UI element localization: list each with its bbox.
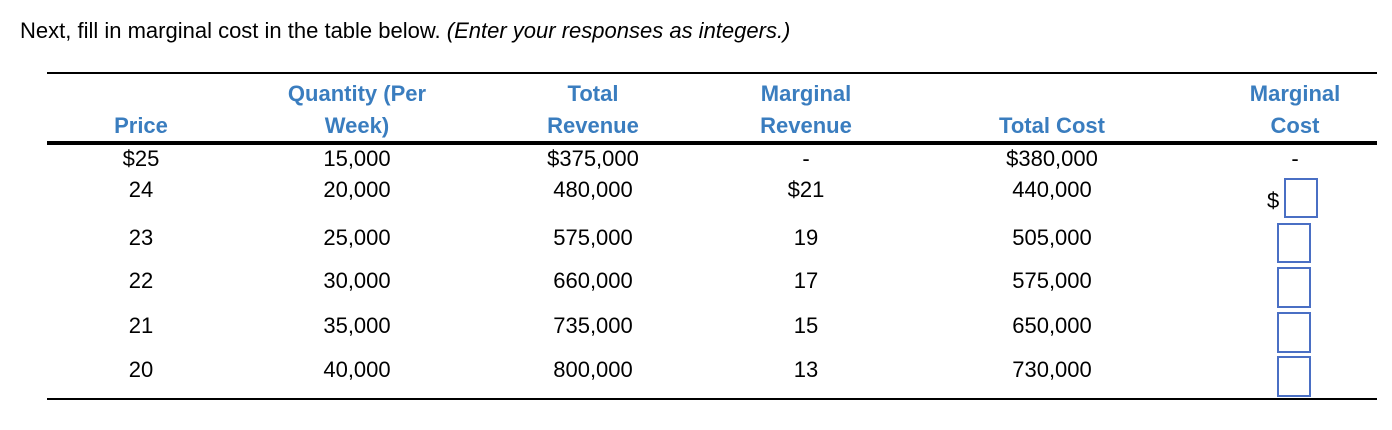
header-line2: Price <box>114 113 168 138</box>
cell-total-cost: $380,000 <box>1006 146 1098 171</box>
header-line1 <box>952 78 1152 110</box>
cell-price: 20 <box>128 357 154 382</box>
table-top-rule <box>47 72 1377 74</box>
header-marginal-cost: Marginal Cost <box>1195 78 1392 142</box>
cell-total-revenue: 480,000 <box>553 177 633 202</box>
instruction-text: Next, fill in marginal cost in the table… <box>20 18 441 43</box>
marginal-cost-input-row-4[interactable] <box>1277 267 1311 308</box>
header-line2: Week) <box>324 113 390 138</box>
table-bottom-rule <box>47 398 1377 400</box>
cell-total-revenue: 660,000 <box>553 268 633 293</box>
cell-total-revenue: $375,000 <box>547 146 639 171</box>
cell-price: 22 <box>128 268 154 293</box>
cell-marginal-cost: - <box>1291 146 1299 171</box>
cell-quantity: 35,000 <box>323 313 391 338</box>
marginal-cost-input-row-5[interactable] <box>1277 312 1311 353</box>
header-line1: Marginal <box>1249 81 1341 106</box>
marginal-cost-input-row-2[interactable] <box>1284 178 1318 218</box>
cell-price: 23 <box>128 225 154 250</box>
header-line1: Quantity (Per <box>287 81 427 106</box>
instruction-hint: (Enter your responses as integers.) <box>446 18 791 43</box>
cell-quantity: 30,000 <box>323 268 391 293</box>
cell-marginal-revenue: 19 <box>793 225 819 250</box>
cell-marginal-revenue: 15 <box>793 313 819 338</box>
cell-price: $25 <box>122 146 160 171</box>
header-line1: Marginal <box>760 81 852 106</box>
header-line2: Revenue <box>547 113 639 138</box>
cell-total-cost: 575,000 <box>1012 268 1092 293</box>
header-line2: Cost <box>1270 113 1320 138</box>
header-price: Price <box>41 78 241 142</box>
cell-quantity: 25,000 <box>323 225 391 250</box>
cell-total-revenue: 800,000 <box>553 357 633 382</box>
cell-total-cost: 440,000 <box>1012 177 1092 202</box>
cell-marginal-revenue: 13 <box>793 357 819 382</box>
cell-total-cost: 505,000 <box>1012 225 1092 250</box>
cell-quantity: 15,000 <box>323 146 391 171</box>
header-quantity: Quantity (Per Week) <box>257 78 457 142</box>
header-line2: Total Cost <box>999 113 1105 138</box>
cell-quantity: 40,000 <box>323 357 391 382</box>
cell-marginal-revenue: 17 <box>793 268 819 293</box>
cell-total-revenue: 735,000 <box>553 313 633 338</box>
cell-marginal-revenue: - <box>802 146 810 171</box>
header-total-revenue: Total Revenue <box>493 78 693 142</box>
header-marginal-revenue: Marginal Revenue <box>706 78 906 142</box>
header-total-cost: Total Cost <box>952 78 1152 142</box>
currency-prefix: $ <box>1267 188 1280 213</box>
cell-total-revenue: 575,000 <box>553 225 633 250</box>
cell-price: 24 <box>128 177 154 202</box>
table-header-rule <box>47 141 1377 145</box>
marginal-cost-input-row-6[interactable] <box>1277 356 1311 397</box>
cell-quantity: 20,000 <box>323 177 391 202</box>
cell-total-cost: 730,000 <box>1012 357 1092 382</box>
header-line1: Total <box>567 81 619 106</box>
header-line1 <box>41 78 241 110</box>
marginal-cost-input-row-3[interactable] <box>1277 223 1311 263</box>
cell-total-cost: 650,000 <box>1012 313 1092 338</box>
instructions: Next, fill in marginal cost in the table… <box>20 18 790 44</box>
header-line2: Revenue <box>760 113 852 138</box>
cell-marginal-revenue: $21 <box>787 177 825 202</box>
cell-price: 21 <box>128 313 154 338</box>
